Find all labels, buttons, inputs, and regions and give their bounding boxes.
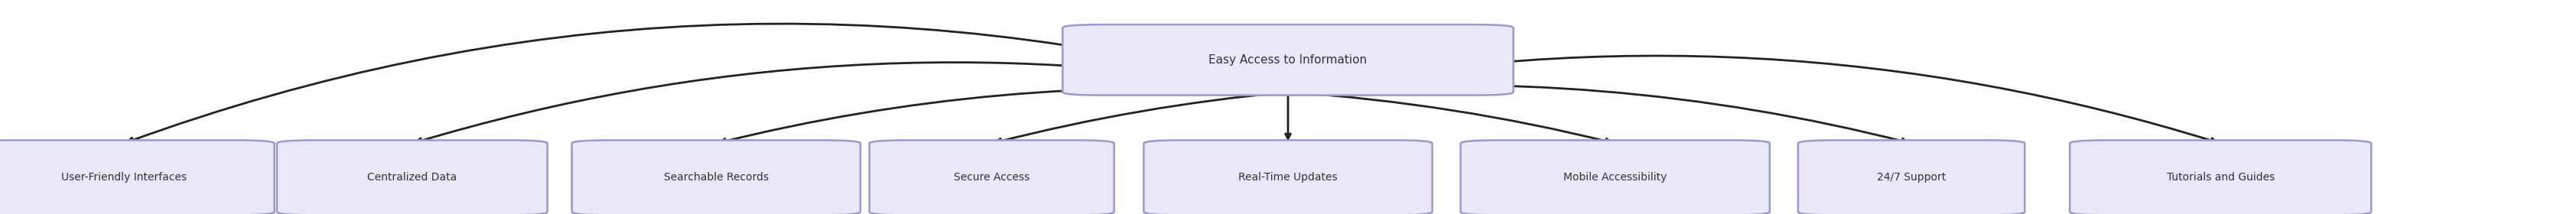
Text: Centralized Data: Centralized Data [368,172,456,183]
FancyArrowPatch shape [1285,94,1291,139]
FancyBboxPatch shape [572,140,860,214]
Text: User-Friendly Interfaces: User-Friendly Interfaces [62,172,185,183]
FancyBboxPatch shape [1061,25,1512,95]
Text: Mobile Accessibility: Mobile Accessibility [1564,172,1667,183]
FancyBboxPatch shape [1461,140,1770,214]
FancyBboxPatch shape [1144,140,1432,214]
FancyArrowPatch shape [129,24,1285,143]
FancyArrowPatch shape [1291,92,1610,144]
Text: Tutorials and Guides: Tutorials and Guides [2166,172,2275,183]
FancyArrowPatch shape [997,92,1285,143]
FancyBboxPatch shape [278,140,546,214]
FancyBboxPatch shape [871,140,1115,214]
FancyArrowPatch shape [721,88,1285,144]
FancyArrowPatch shape [1291,85,1906,143]
FancyBboxPatch shape [2071,140,2372,214]
Text: Real-Time Updates: Real-Time Updates [1239,172,1337,183]
Text: Searchable Records: Searchable Records [665,172,768,183]
FancyBboxPatch shape [1798,140,2025,214]
Text: Secure Access: Secure Access [953,172,1030,183]
FancyArrowPatch shape [417,62,1285,143]
FancyArrowPatch shape [1291,56,2215,143]
Text: Easy Access to Information: Easy Access to Information [1208,54,1368,66]
Text: 24/7 Support: 24/7 Support [1878,172,1945,183]
FancyBboxPatch shape [0,140,276,214]
